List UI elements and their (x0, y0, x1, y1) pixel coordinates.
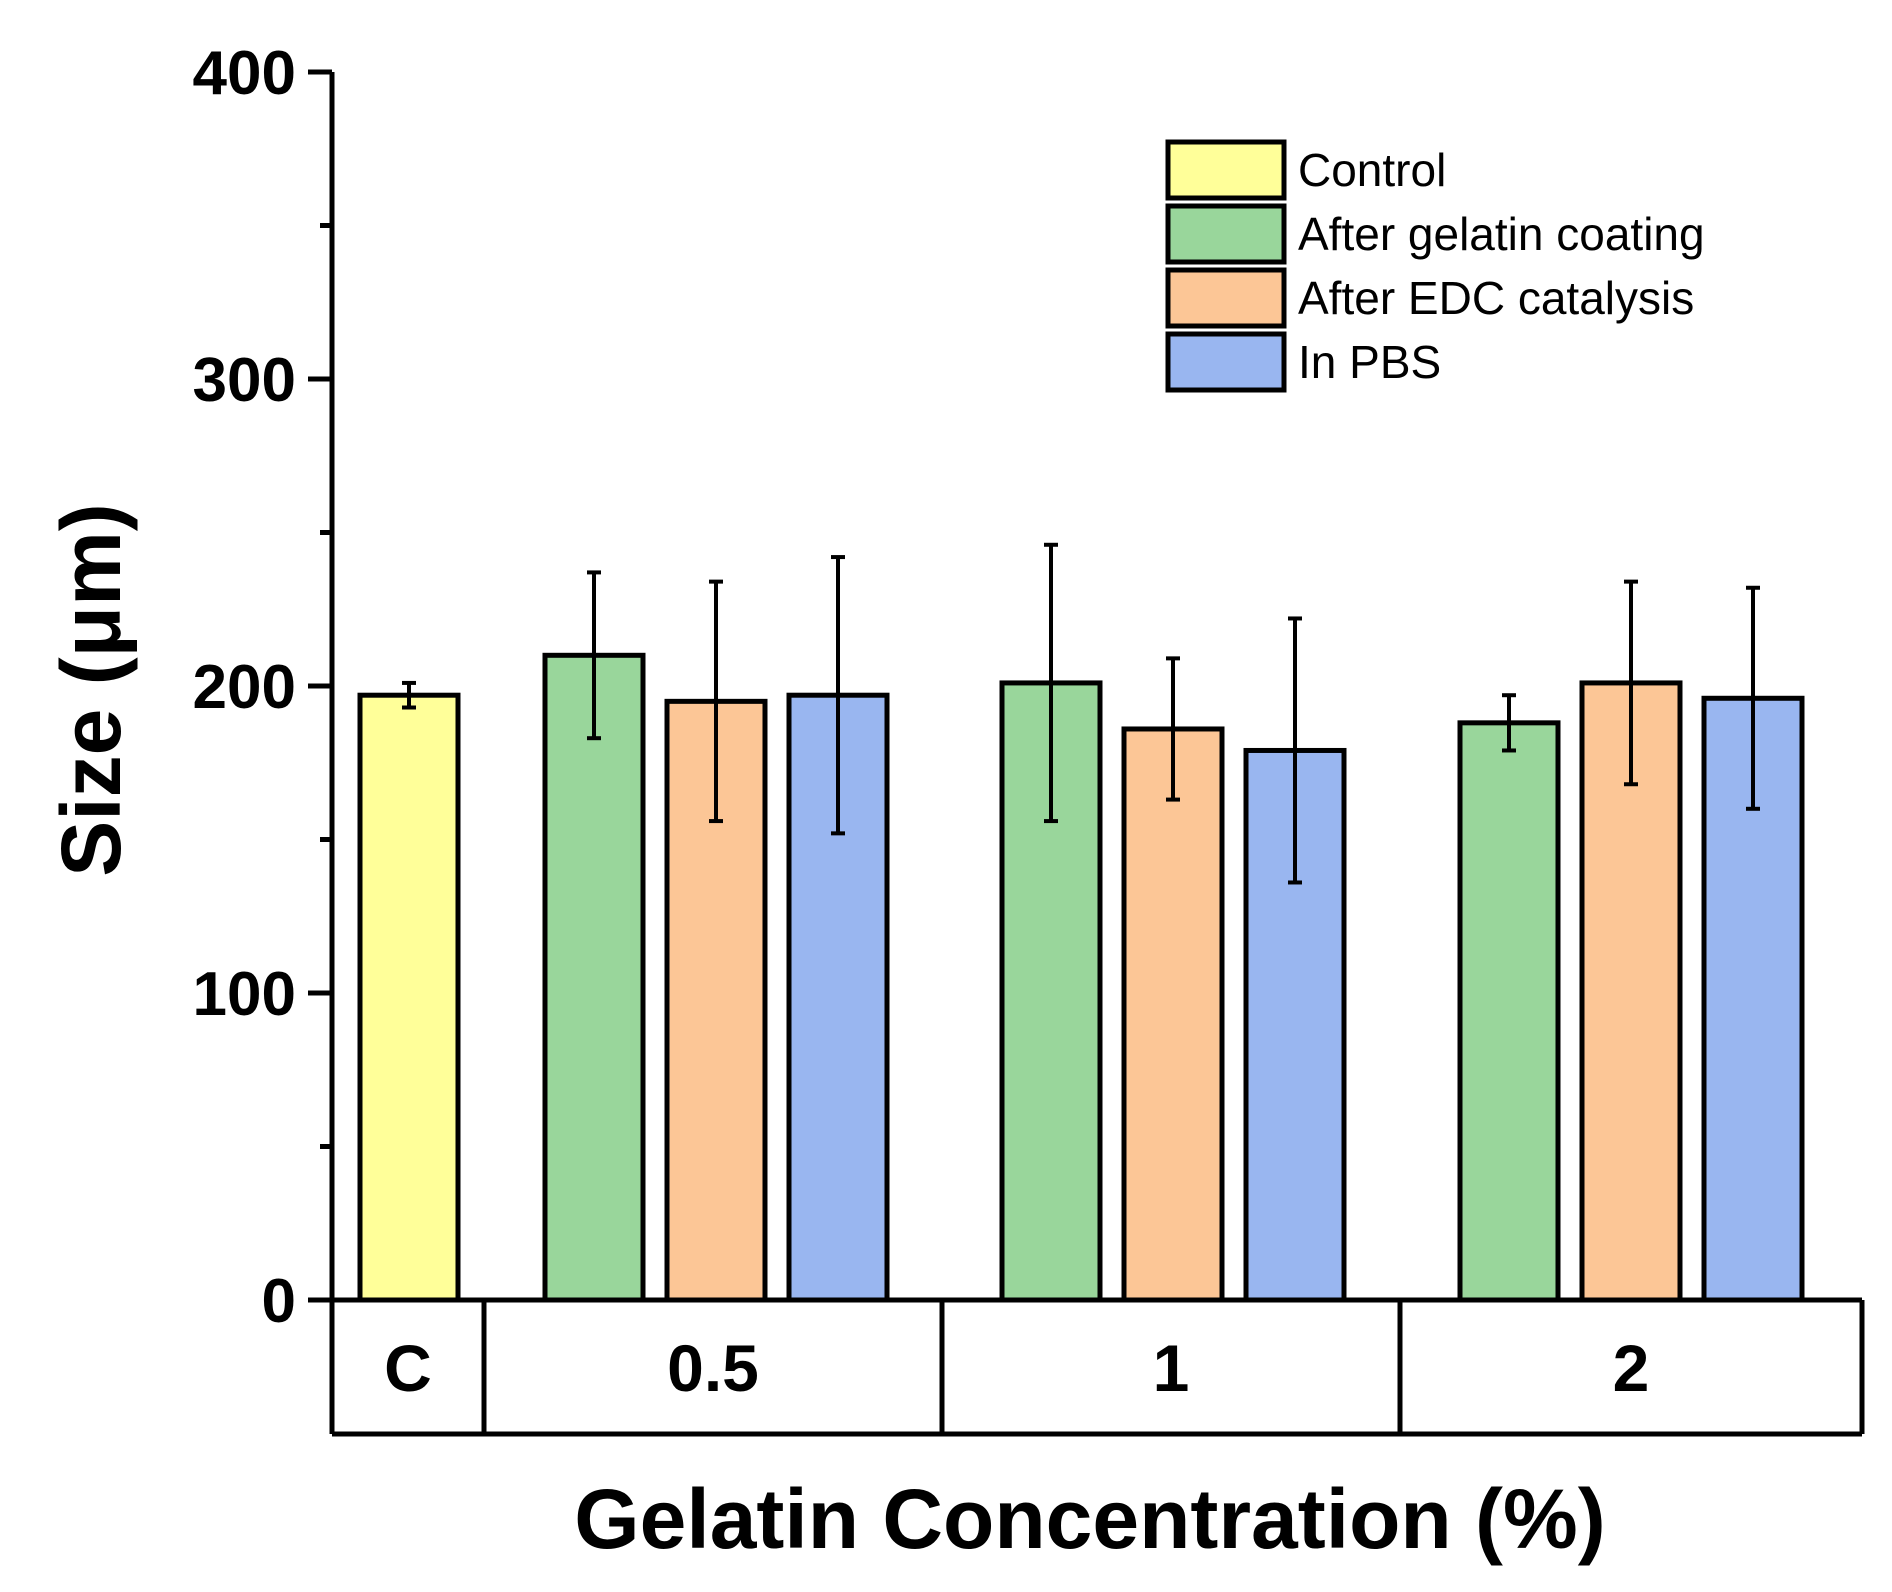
error-bar-after-edc-catalysis-1 (1166, 656, 1180, 802)
legend-item-after-edc-catalysis: After EDC catalysis (1165, 267, 1694, 329)
error-bar-in-pbs-2 (1746, 585, 1760, 811)
error-bars-layer (402, 542, 1760, 885)
y-tick-label-400: 400 (193, 39, 296, 108)
legend-label: Control (1298, 144, 1446, 196)
error-bar-control-C (402, 680, 416, 710)
legend-swatch (1165, 203, 1287, 265)
category-label-C: C (384, 1331, 432, 1405)
y-tick-label-300: 300 (193, 346, 296, 415)
bar-control-C (357, 692, 461, 1303)
y-tick-label-200: 200 (193, 653, 296, 722)
x-axis-title: Gelatin Concentration (%) (574, 1472, 1605, 1566)
bar-after-edc-catalysis-1 (1121, 726, 1225, 1303)
legend-label: After gelatin coating (1298, 208, 1705, 260)
legend: Control After gelatin coating After EDC ca… (1165, 139, 1705, 393)
error-bar-in-pbs-0.5 (831, 555, 845, 836)
legend-swatch (1165, 139, 1287, 201)
bar-after-gelatin-coating-2 (1457, 720, 1561, 1303)
legend-label: In PBS (1298, 336, 1441, 388)
y-tick-label-100: 100 (193, 960, 296, 1029)
error-bar-after-gelatin-coating-0.5 (587, 570, 601, 741)
legend-swatch (1165, 267, 1287, 329)
y-tick-labels: 0 100 200 300 400 (193, 39, 296, 1336)
category-label-0.5: 0.5 (667, 1331, 759, 1405)
legend-item-in-pbs: In PBS (1165, 331, 1441, 393)
error-bar-after-edc-catalysis-2 (1624, 579, 1638, 787)
bar-after-gelatin-coating-0.5 (542, 652, 646, 1303)
legend-item-control: Control (1165, 139, 1446, 201)
category-labels: C 0.5 1 2 (384, 1331, 1649, 1405)
legend-swatch (1165, 331, 1287, 393)
y-axis-title: Size (μm) (44, 503, 138, 876)
error-bar-in-pbs-1 (1288, 616, 1302, 885)
bars-layer (357, 652, 1805, 1303)
y-tick-label-0: 0 (262, 1267, 296, 1336)
category-label-2: 2 (1613, 1331, 1650, 1405)
category-label-1: 1 (1153, 1331, 1190, 1405)
bar-in-pbs-1 (1243, 747, 1347, 1303)
legend-label: After EDC catalysis (1298, 272, 1694, 324)
error-bar-after-gelatin-coating-1 (1044, 542, 1058, 824)
legend-item-after-gelatin-coating: After gelatin coating (1165, 203, 1705, 265)
error-bar-after-edc-catalysis-0.5 (709, 579, 723, 824)
error-bar-after-gelatin-coating-2 (1502, 693, 1516, 753)
axes-layer (308, 69, 1865, 1437)
